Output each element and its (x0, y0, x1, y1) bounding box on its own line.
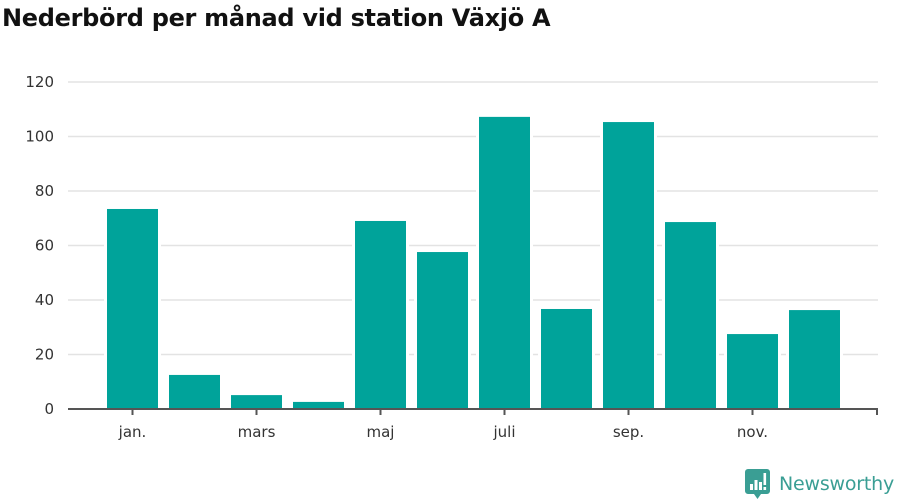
x-tick-label: juli (492, 423, 515, 441)
x-axis-labels: jan. mars maj juli sep. nov. (118, 423, 768, 441)
y-tick-label: 40 (35, 291, 54, 309)
bar-juli: juli: 107.2 (479, 116, 530, 409)
bar-juni: juni: 57.6 (417, 252, 468, 409)
x-axis (68, 408, 878, 415)
y-tick-label: 60 (35, 237, 54, 255)
bar-mars: mars: 5.1 (231, 395, 282, 409)
y-tick-label: 20 (35, 346, 54, 364)
bar-apr.: apr.: 2.6 (293, 401, 344, 409)
bar-feb.: feb.: 12.5 (169, 374, 220, 409)
bar-aug.: aug.: 36.7 (541, 308, 592, 409)
gridlines (68, 81, 878, 356)
bar-maj: maj: 69 (355, 220, 406, 409)
x-tick-label: maj (367, 423, 395, 441)
newsworthy-logo: Newsworthy (745, 469, 894, 499)
bar-nov.: nov.: 27.5 (727, 334, 778, 409)
bar-okt.: okt.: 68.6 (665, 222, 716, 409)
x-tick-label: mars (238, 423, 276, 441)
bar-dec.: dec.: 36.3 (789, 310, 840, 409)
newsworthy-logo-text: Newsworthy (779, 473, 895, 495)
chart-title: Nederbörd per månad vid station Växjö A (2, 4, 551, 32)
y-tick-label: 0 (44, 400, 54, 418)
y-tick-label: 80 (35, 182, 54, 200)
y-axis-labels: 0 20 40 60 80 100 120 (25, 73, 54, 418)
bars: jan.: 73.4 feb.: 12.5 mars: 5.1 apr.: 2.6 ma… (104, 113, 843, 410)
newsworthy-logo-icon (745, 469, 770, 499)
x-tick-label: nov. (737, 423, 768, 441)
y-tick-label: 100 (25, 128, 54, 146)
bar-jan.: jan.: 73.4 (107, 208, 158, 409)
bar-sep.: sep.: 105.3 (603, 122, 654, 410)
x-tick-label: sep. (613, 423, 644, 441)
y-tick-label: 120 (25, 73, 54, 91)
x-tick-label: jan. (118, 423, 147, 441)
